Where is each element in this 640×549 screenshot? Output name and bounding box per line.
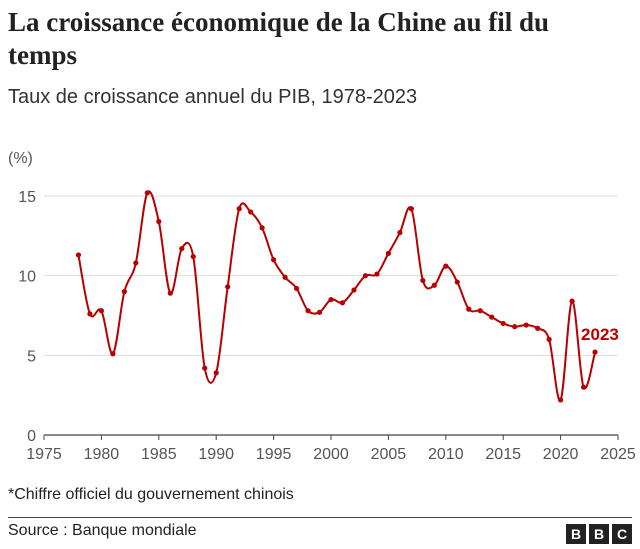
data-point bbox=[558, 397, 564, 403]
data-point bbox=[466, 306, 472, 312]
data-point bbox=[316, 309, 323, 315]
data-point bbox=[500, 320, 506, 327]
data-point bbox=[535, 325, 541, 331]
bbc-logo-letter: B bbox=[566, 524, 586, 544]
data-point bbox=[569, 298, 575, 304]
data-point bbox=[420, 277, 426, 284]
bbc-logo-letter: B bbox=[589, 524, 609, 544]
data-point bbox=[271, 257, 277, 263]
data-point bbox=[144, 190, 150, 196]
data-point bbox=[580, 384, 587, 390]
x-tick-label: 2015 bbox=[485, 446, 521, 463]
data-point bbox=[190, 253, 196, 260]
x-tick-label: 2000 bbox=[313, 446, 349, 463]
x-tick-label: 2025 bbox=[600, 446, 636, 463]
data-point bbox=[385, 250, 391, 256]
y-tick-label: 10 bbox=[18, 269, 36, 286]
x-tick-label: 1985 bbox=[141, 446, 177, 463]
data-point bbox=[248, 209, 254, 215]
bbc-logo: B B C bbox=[566, 524, 632, 544]
x-tick-label: 1995 bbox=[256, 446, 292, 463]
data-point bbox=[408, 206, 414, 212]
footnote: *Chiffre officiel du gouvernement chinoi… bbox=[8, 486, 294, 503]
data-point bbox=[443, 263, 449, 269]
data-point bbox=[477, 308, 483, 314]
data-point bbox=[282, 274, 288, 280]
footer-divider bbox=[8, 517, 632, 518]
line-chart: 0 5 10 15 (%) 1975 1980 1985 1990 1995 2000 2005 201… bbox=[8, 150, 636, 463]
x-tick-label: 1990 bbox=[198, 446, 234, 463]
data-point bbox=[156, 218, 162, 225]
data-point bbox=[489, 314, 495, 320]
bbc-logo-letter: C bbox=[612, 524, 632, 544]
data-point bbox=[259, 225, 265, 231]
data-point bbox=[87, 311, 93, 317]
series-line bbox=[77, 190, 597, 401]
x-tick-label: 2020 bbox=[543, 446, 579, 463]
data-point bbox=[374, 271, 380, 277]
data-point bbox=[225, 284, 231, 290]
data-point bbox=[351, 287, 357, 293]
data-point bbox=[121, 289, 127, 295]
data-point bbox=[179, 245, 185, 252]
data-point bbox=[454, 279, 460, 285]
end-label-2023: 2023 bbox=[581, 325, 619, 344]
data-point bbox=[546, 336, 552, 342]
data-point bbox=[592, 349, 598, 355]
data-point bbox=[133, 260, 139, 266]
data-point bbox=[75, 252, 82, 258]
data-point bbox=[305, 308, 311, 314]
data-point bbox=[167, 290, 173, 296]
source-note: Source : Banque mondiale bbox=[8, 522, 197, 539]
y-tick-label: 0 bbox=[27, 428, 36, 445]
x-tick-label: 2005 bbox=[371, 446, 407, 463]
x-tick-label: 1975 bbox=[26, 446, 62, 463]
x-tick-label: 2010 bbox=[428, 446, 464, 463]
data-point bbox=[362, 273, 369, 279]
y-axis-unit-label: (%) bbox=[8, 150, 33, 167]
chart-subtitle: Taux de croissance annuel du PIB, 1978-2… bbox=[8, 86, 418, 108]
data-point bbox=[397, 230, 403, 236]
chart-title: La croissance économique de la Chine au … bbox=[8, 7, 550, 70]
data-point bbox=[98, 308, 104, 314]
data-point bbox=[202, 365, 208, 371]
x-tick-label: 1980 bbox=[84, 446, 120, 463]
data-point bbox=[110, 351, 116, 357]
y-tick-label: 5 bbox=[27, 348, 36, 365]
data-point bbox=[328, 296, 334, 303]
data-point bbox=[213, 370, 219, 376]
data-point bbox=[236, 206, 242, 212]
y-tick-label: 15 bbox=[18, 189, 36, 206]
data-point bbox=[431, 282, 437, 288]
data-point bbox=[339, 300, 346, 306]
data-point bbox=[523, 322, 529, 328]
data-point bbox=[512, 324, 518, 330]
data-point bbox=[293, 285, 300, 292]
